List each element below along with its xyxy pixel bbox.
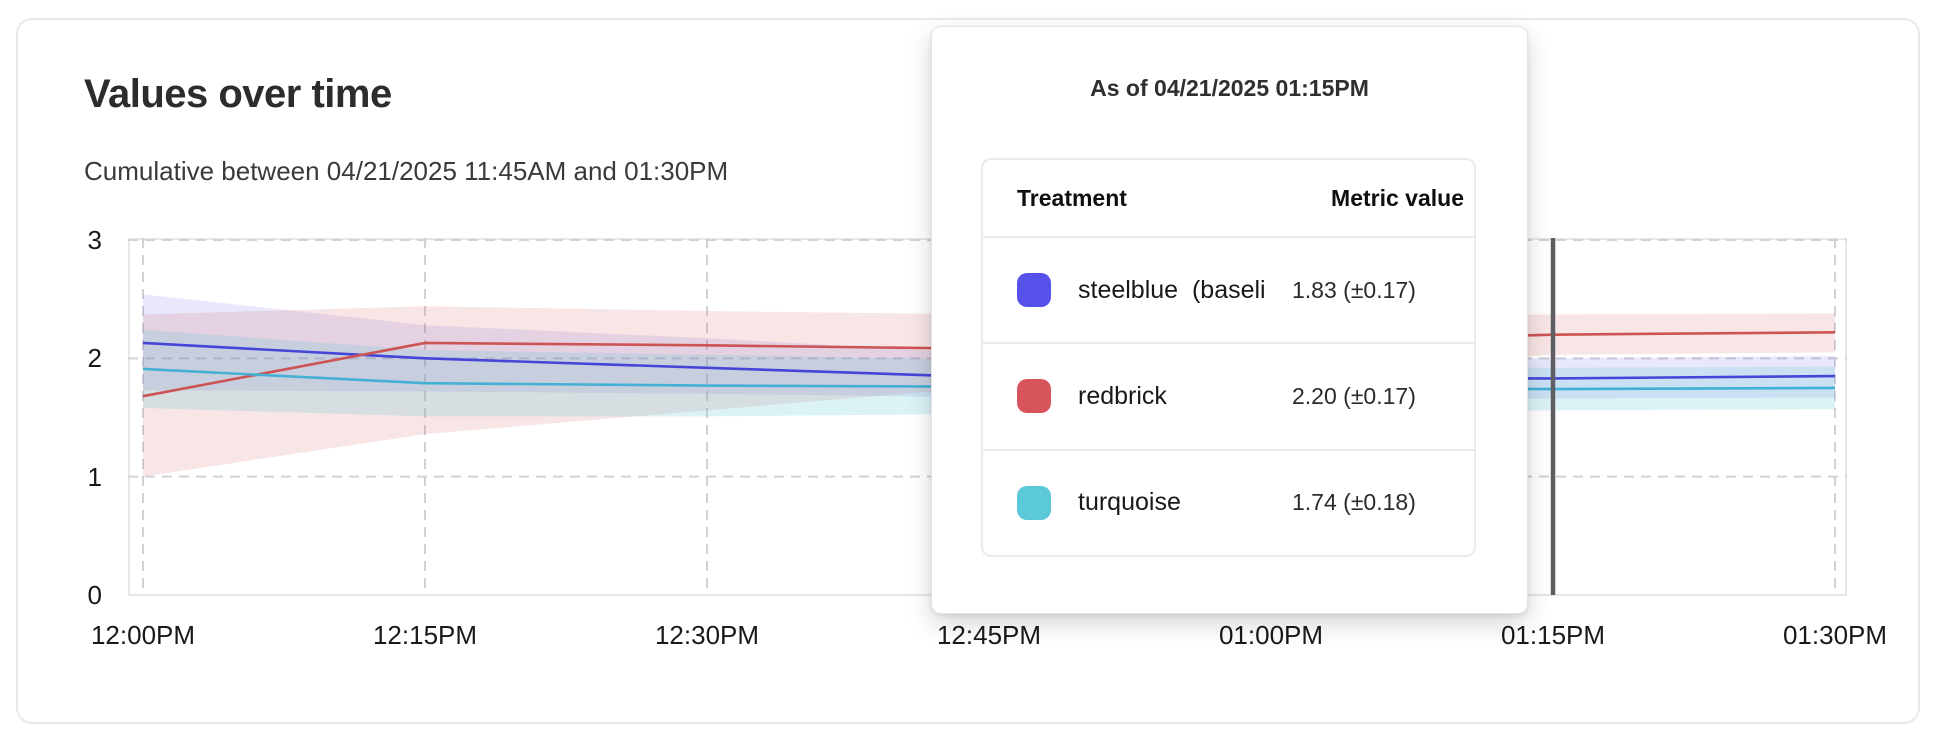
x-axis-tick-label: 01:00PM: [1218, 620, 1324, 650]
x-axis-tick-label: 12:00PM: [90, 620, 196, 650]
x-axis-tick-label: 01:30PM: [1782, 620, 1888, 650]
tooltip-row: steelblue (baseli 1.83 (±0.17): [983, 236, 1474, 342]
series-swatch-icon: [1017, 485, 1051, 520]
x-axis-tick-label: 12:30PM: [654, 620, 760, 650]
metric-value: 1.74 (±0.18): [1292, 489, 1416, 516]
tooltip-table: Treatment Metric value steelblue (baseli…: [981, 158, 1476, 557]
y-axis-tick-label: 2: [87, 343, 102, 374]
y-axis-tick-label: 1: [87, 461, 102, 492]
metric-value: 1.83 (±0.17): [1292, 276, 1416, 303]
column-header-metric-value: Metric value: [1331, 184, 1464, 211]
treatment-cell: steelblue (baseli: [1017, 273, 1292, 308]
tooltip-title: As of 04/21/2025 01:15PM: [1090, 75, 1369, 101]
tooltip-table-header: Treatment Metric value: [983, 160, 1474, 236]
metric-value: 2.20 (±0.17): [1292, 382, 1416, 409]
treatment-label: steelblue (baseli: [1078, 275, 1266, 304]
y-axis-tick-label: 0: [87, 580, 102, 610]
y-axis-tick-label: 3: [87, 225, 102, 255]
tooltip-row: redbrick 2.20 (±0.17): [983, 342, 1474, 448]
treatment-label: turquoise: [1078, 488, 1181, 517]
hover-tooltip: As of 04/21/2025 01:15PM Treatment Metri…: [931, 26, 1528, 614]
treatment-label: redbrick: [1078, 381, 1167, 410]
x-axis-tick-label: 01:15PM: [1500, 620, 1606, 650]
chart-subtitle: Cumulative between 04/21/2025 11:45AM an…: [84, 156, 729, 186]
treatment-cell: redbrick: [1017, 379, 1292, 414]
series-swatch-icon: [1017, 379, 1051, 414]
series-swatch-icon: [1017, 273, 1051, 308]
x-axis-tick-label: 12:45PM: [936, 620, 1042, 650]
treatment-cell: turquoise: [1017, 485, 1292, 520]
tooltip-row: turquoise 1.74 (±0.18): [983, 448, 1474, 555]
chart-title: Values over time: [84, 72, 392, 116]
x-axis-tick-label: 12:15PM: [372, 620, 478, 650]
column-header-treatment: Treatment: [1017, 184, 1127, 211]
